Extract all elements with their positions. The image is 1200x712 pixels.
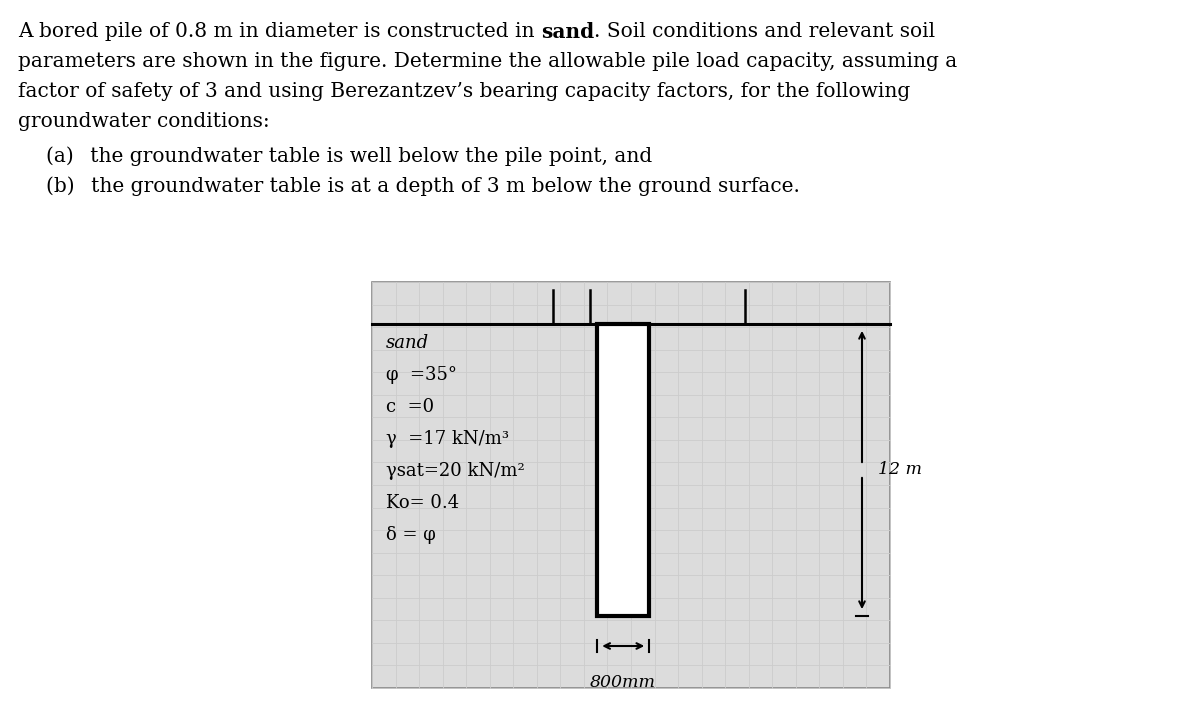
Text: . Soil conditions and relevant soil: . Soil conditions and relevant soil [594, 22, 935, 41]
Text: 800mm: 800mm [590, 674, 656, 691]
Text: parameters are shown in the figure. Determine the allowable pile load capacity, : parameters are shown in the figure. Dete… [18, 52, 958, 71]
Text: 12 m: 12 m [878, 461, 922, 478]
Text: factor of safety of 3 and using Berezantzev’s bearing capacity factors, for the : factor of safety of 3 and using Berezant… [18, 82, 911, 101]
Bar [372, 282, 890, 688]
Text: φ  =35°: φ =35° [386, 366, 457, 384]
Text: Ko= 0.4: Ko= 0.4 [386, 494, 460, 512]
Text: (a)  the groundwater table is well below the pile point, and: (a) the groundwater table is well below … [46, 146, 653, 166]
Text: sand: sand [386, 334, 430, 352]
Text: groundwater conditions:: groundwater conditions: [18, 112, 270, 131]
Text: sand: sand [541, 22, 594, 42]
Text: c  =0: c =0 [386, 398, 434, 416]
Text: (b)  the groundwater table is at a depth of 3 m below the ground surface.: (b) the groundwater table is at a depth … [46, 176, 800, 196]
Text: δ = φ: δ = φ [386, 526, 436, 544]
Text: γ  =17 kN/m³: γ =17 kN/m³ [386, 430, 509, 448]
Text: γsat=20 kN/m²: γsat=20 kN/m² [386, 462, 524, 480]
Text: A bored pile of 0.8 m in diameter is constructed in: A bored pile of 0.8 m in diameter is con… [18, 22, 541, 41]
Bar [598, 324, 649, 616]
